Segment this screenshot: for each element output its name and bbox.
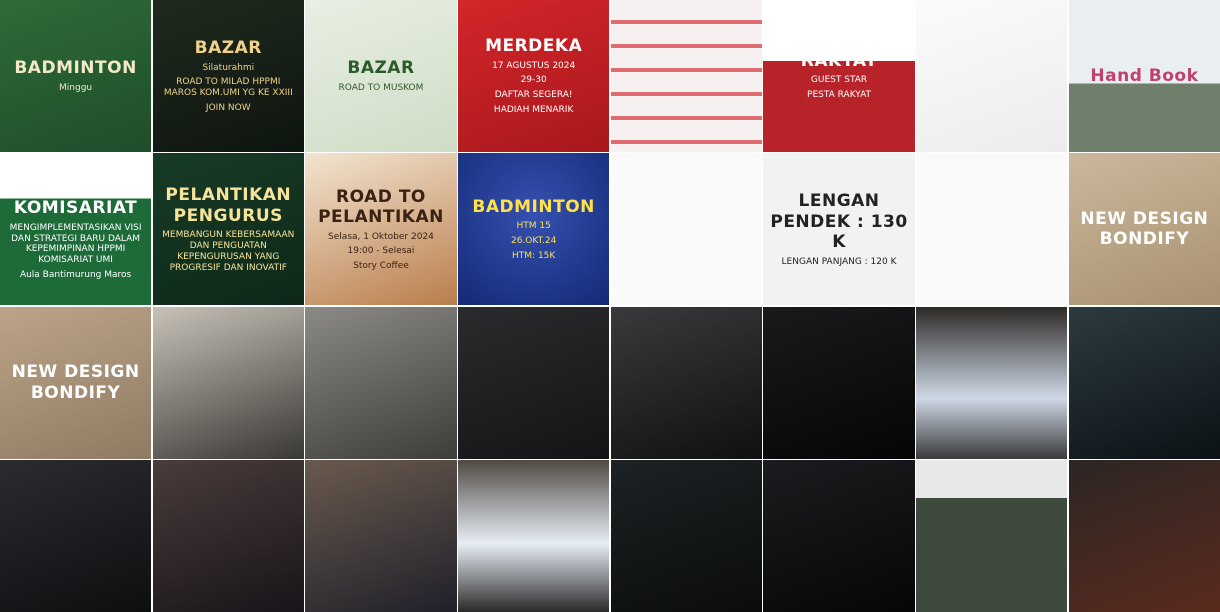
photo-tile[interactable] [1068,306,1220,459]
tile-text: Selasa, 1 Oktober 2024 [328,231,434,242]
tile-text: MENGIMPLEMENTASIKAN VISI DAN STRATEGI BA… [9,222,142,266]
tile-text: 29-30 [520,75,547,86]
photo-tile[interactable]: BAZAR Silaturahmi ROAD TO MILAD HPPMI MARO… [152,0,304,152]
photo-tile[interactable]: PELANTIKAN PENGURUS MEMBANGUN KEBERSAMAAN… [152,153,304,306]
tile-text: HTM 15 [516,221,551,232]
tile-text: Story Coffee [353,261,409,272]
tile-text: BADMINTON [14,58,137,79]
photo-tile[interactable] [763,306,915,459]
tile-text: PESTA RAKYAT [807,90,872,101]
photo-tile[interactable] [152,306,304,459]
photo-tile[interactable]: NEW DESIGN BONDIFY [0,306,152,459]
photo-tile[interactable] [916,306,1068,459]
photo-tile[interactable]: MERDEKA 17 AGUSTUS 2024 29-30 DAFTAR SEGERA… [458,0,610,152]
tile-text: BADMINTON [472,196,595,217]
photo-tile[interactable] [305,306,457,459]
photo-tile[interactable]: NEW DESIGN BONDIFY [1068,153,1220,306]
tile-text: NEW DESIGN BONDIFY [1080,208,1209,250]
photo-tile[interactable]: BAZAR ROAD TO MUSKOM [305,0,457,152]
tile-text: ROAD TO MILAD HPPMI MAROS KOM.UMI YG KE … [163,77,293,99]
tile-text: Silaturahmi [202,62,255,73]
tile-text: HADIAH MENARIK [493,104,574,115]
photo-tile[interactable]: RAKYAT GUEST STAR PESTA RAKYAT [763,0,915,152]
photo-tile[interactable] [152,460,304,612]
tile-text: MERDEKA [485,36,583,57]
tile-text: NEW DESIGN BONDIFY [11,362,140,403]
tile-text: HTM: 15K [512,250,556,261]
photo-tile[interactable]: Hand Book [1068,0,1220,152]
photo-tile[interactable] [458,306,610,459]
photo-tile[interactable] [610,0,762,152]
photo-tile[interactable]: ROAD TO PELANTIKAN Selasa, 1 Oktober 2024… [305,153,457,306]
photo-tile[interactable] [610,460,762,612]
photo-tile[interactable]: BADMINTON Minggu [0,0,152,152]
tile-text: ROAD TO PELANTIKAN [318,186,444,228]
tile-text: LENGAN PENDEK : 130 K [770,191,908,253]
tile-text: MUSYAWARAH KOMISARIAT [4,177,147,219]
tile-text: MEMBANGUN KEBERSAMAAN DAN PENGUATAN KEPE… [162,230,295,273]
photo-tile[interactable]: LENGAN PENDEK : 130 K LENGAN PANJANG : 12… [763,153,915,306]
photo-tile[interactable]: MUSYAWARAH KOMISARIAT MENGIMPLEMENTASIKAN… [0,153,152,306]
tile-text: 17 AGUSTUS 2024 [492,60,576,71]
tile-text: Hand Book [1090,65,1199,86]
photo-tile[interactable] [916,153,1068,306]
photo-tile[interactable] [458,460,610,612]
tile-text: Aula Bantimurung Maros [19,269,132,280]
tile-text: PELANTIKAN PENGURUS [165,185,292,226]
tile-text: DAFTAR SEGERA! [494,90,573,101]
photo-tile[interactable]: BADMINTON HTM 15 26.OKT.24 HTM: 15K [458,153,610,306]
tile-text: ROAD TO MUSKOM [338,82,424,93]
tile-text: GUEST STAR [810,75,868,86]
tile-text: BAZAR [194,38,262,59]
tile-text: 19:00 - Selesai [347,246,415,257]
photo-tile[interactable] [763,460,915,612]
tile-text: RAKYAT [800,50,878,71]
tile-text: Minggu [59,82,93,93]
photo-tile[interactable] [916,0,1068,152]
tile-text: JOIN NOW [205,102,251,113]
photo-tile[interactable] [0,460,152,612]
tile-text: BAZAR [347,58,415,79]
photo-tile[interactable] [1068,460,1220,612]
tile-text: 26.OKT.24 [510,236,557,247]
photo-tile[interactable] [610,153,762,306]
photo-tile[interactable] [305,460,457,612]
tile-text: LENGAN PANJANG : 120 K [781,256,897,267]
photo-tile[interactable] [610,306,762,459]
photo-tile[interactable] [916,460,1068,612]
